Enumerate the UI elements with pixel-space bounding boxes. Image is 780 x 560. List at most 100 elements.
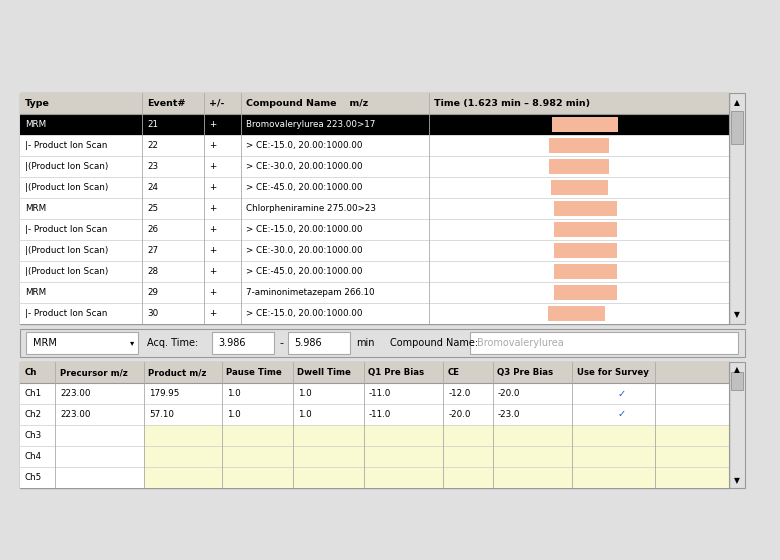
Text: Event#: Event# bbox=[147, 99, 186, 108]
Text: -20.0: -20.0 bbox=[498, 389, 520, 398]
Text: 1.0: 1.0 bbox=[298, 410, 312, 419]
Text: +: + bbox=[209, 162, 217, 171]
Text: 22: 22 bbox=[147, 141, 158, 150]
Bar bbox=[144, 425, 729, 446]
Text: > CE:-15.0, 20.00:1000.00: > CE:-15.0, 20.00:1000.00 bbox=[246, 309, 363, 318]
Text: |(Product Ion Scan): |(Product Ion Scan) bbox=[25, 162, 108, 171]
Text: 30: 30 bbox=[147, 309, 158, 318]
Text: |- Product Ion Scan: |- Product Ion Scan bbox=[25, 225, 108, 234]
Text: ▲: ▲ bbox=[734, 97, 740, 106]
Text: 1.0: 1.0 bbox=[227, 389, 241, 398]
Bar bbox=[20, 467, 729, 488]
Text: +: + bbox=[209, 204, 217, 213]
Bar bbox=[20, 114, 729, 135]
Text: 3.986: 3.986 bbox=[218, 338, 246, 348]
Text: 24: 24 bbox=[147, 183, 158, 192]
Text: MRM: MRM bbox=[33, 338, 57, 348]
Text: Ch4: Ch4 bbox=[25, 452, 42, 461]
Text: Ch1: Ch1 bbox=[25, 389, 42, 398]
Bar bbox=[548, 306, 604, 321]
Text: +: + bbox=[209, 309, 217, 318]
Text: > CE:-45.0, 20.00:1000.00: > CE:-45.0, 20.00:1000.00 bbox=[246, 183, 363, 192]
Bar bbox=[26, 333, 138, 354]
Bar bbox=[20, 383, 729, 404]
Text: MRM: MRM bbox=[25, 120, 46, 129]
Text: +: + bbox=[209, 267, 217, 276]
Bar bbox=[144, 446, 729, 467]
Text: -11.0: -11.0 bbox=[369, 389, 392, 398]
Text: 25: 25 bbox=[147, 204, 158, 213]
Text: |- Product Ion Scan: |- Product Ion Scan bbox=[25, 141, 108, 150]
Text: Bromovalerylurea: Bromovalerylurea bbox=[477, 338, 563, 348]
Bar bbox=[20, 219, 729, 240]
Text: 57.10: 57.10 bbox=[149, 410, 174, 419]
Bar bbox=[551, 180, 608, 195]
Text: 28: 28 bbox=[147, 267, 158, 276]
Bar bbox=[289, 333, 350, 354]
Text: > CE:-45.0, 20.00:1000.00: > CE:-45.0, 20.00:1000.00 bbox=[246, 267, 363, 276]
Text: Ch: Ch bbox=[24, 368, 37, 377]
Text: 23: 23 bbox=[147, 162, 158, 171]
Bar bbox=[554, 222, 616, 237]
Text: Ch3: Ch3 bbox=[25, 431, 42, 440]
Text: min: min bbox=[356, 338, 374, 348]
Bar bbox=[144, 467, 729, 488]
Text: -11.0: -11.0 bbox=[369, 410, 392, 419]
Bar bbox=[20, 198, 729, 219]
Text: 1.0: 1.0 bbox=[227, 410, 241, 419]
Text: Precursor m/z: Precursor m/z bbox=[60, 368, 127, 377]
Bar bbox=[20, 156, 729, 177]
Bar bbox=[212, 333, 274, 354]
Bar bbox=[549, 138, 609, 153]
Text: Acq. Time:: Acq. Time: bbox=[147, 338, 198, 348]
Text: ▲: ▲ bbox=[734, 365, 740, 374]
Text: > CE:-15.0, 20.00:1000.00: > CE:-15.0, 20.00:1000.00 bbox=[246, 225, 363, 234]
Text: -23.0: -23.0 bbox=[498, 410, 520, 419]
Text: Product m/z: Product m/z bbox=[148, 368, 207, 377]
Text: |(Product Ion Scan): |(Product Ion Scan) bbox=[25, 267, 108, 276]
Bar bbox=[549, 159, 609, 174]
Bar bbox=[552, 117, 618, 132]
Text: +: + bbox=[209, 120, 217, 129]
Bar bbox=[554, 285, 616, 300]
Bar bbox=[20, 135, 729, 156]
Bar bbox=[20, 362, 729, 383]
Bar bbox=[20, 446, 729, 467]
Text: 179.95: 179.95 bbox=[149, 389, 179, 398]
Bar bbox=[20, 404, 729, 425]
Bar bbox=[20, 282, 729, 303]
Text: Chlorpheniramine 275.00>23: Chlorpheniramine 275.00>23 bbox=[246, 204, 376, 213]
Bar bbox=[554, 264, 616, 279]
Text: 26: 26 bbox=[147, 225, 158, 234]
Text: Pause Time: Pause Time bbox=[226, 368, 282, 377]
Text: ✓: ✓ bbox=[618, 389, 626, 399]
Text: > CE:-15.0, 20.00:1000.00: > CE:-15.0, 20.00:1000.00 bbox=[246, 141, 363, 150]
Bar bbox=[731, 111, 743, 144]
Text: MRM: MRM bbox=[25, 204, 46, 213]
Text: Dwell Time: Dwell Time bbox=[297, 368, 351, 377]
Text: ▼: ▼ bbox=[734, 477, 740, 486]
Text: +/-: +/- bbox=[209, 99, 225, 108]
Text: Compound Name:: Compound Name: bbox=[390, 338, 478, 348]
Bar bbox=[20, 261, 729, 282]
Text: CE: CE bbox=[448, 368, 459, 377]
Text: 29: 29 bbox=[147, 288, 158, 297]
Bar bbox=[20, 303, 729, 324]
Text: Type: Type bbox=[25, 99, 50, 108]
Text: -: - bbox=[279, 338, 284, 348]
Text: Q3 Pre Bias: Q3 Pre Bias bbox=[497, 368, 553, 377]
Text: 223.00: 223.00 bbox=[60, 389, 91, 398]
Text: 5.986: 5.986 bbox=[294, 338, 321, 348]
Text: ▾: ▾ bbox=[130, 338, 135, 348]
Text: +: + bbox=[209, 288, 217, 297]
Text: Bromovalerylurea 223.00>17: Bromovalerylurea 223.00>17 bbox=[246, 120, 375, 129]
Text: > CE:-30.0, 20.00:1000.00: > CE:-30.0, 20.00:1000.00 bbox=[246, 246, 363, 255]
Text: +: + bbox=[209, 183, 217, 192]
Text: 27: 27 bbox=[147, 246, 158, 255]
Text: |- Product Ion Scan: |- Product Ion Scan bbox=[25, 309, 108, 318]
Text: Time (1.623 min – 8.982 min): Time (1.623 min – 8.982 min) bbox=[434, 99, 590, 108]
Bar bbox=[470, 332, 738, 354]
Text: +: + bbox=[209, 225, 217, 234]
Text: Ch5: Ch5 bbox=[25, 473, 42, 482]
Text: -20.0: -20.0 bbox=[448, 410, 471, 419]
